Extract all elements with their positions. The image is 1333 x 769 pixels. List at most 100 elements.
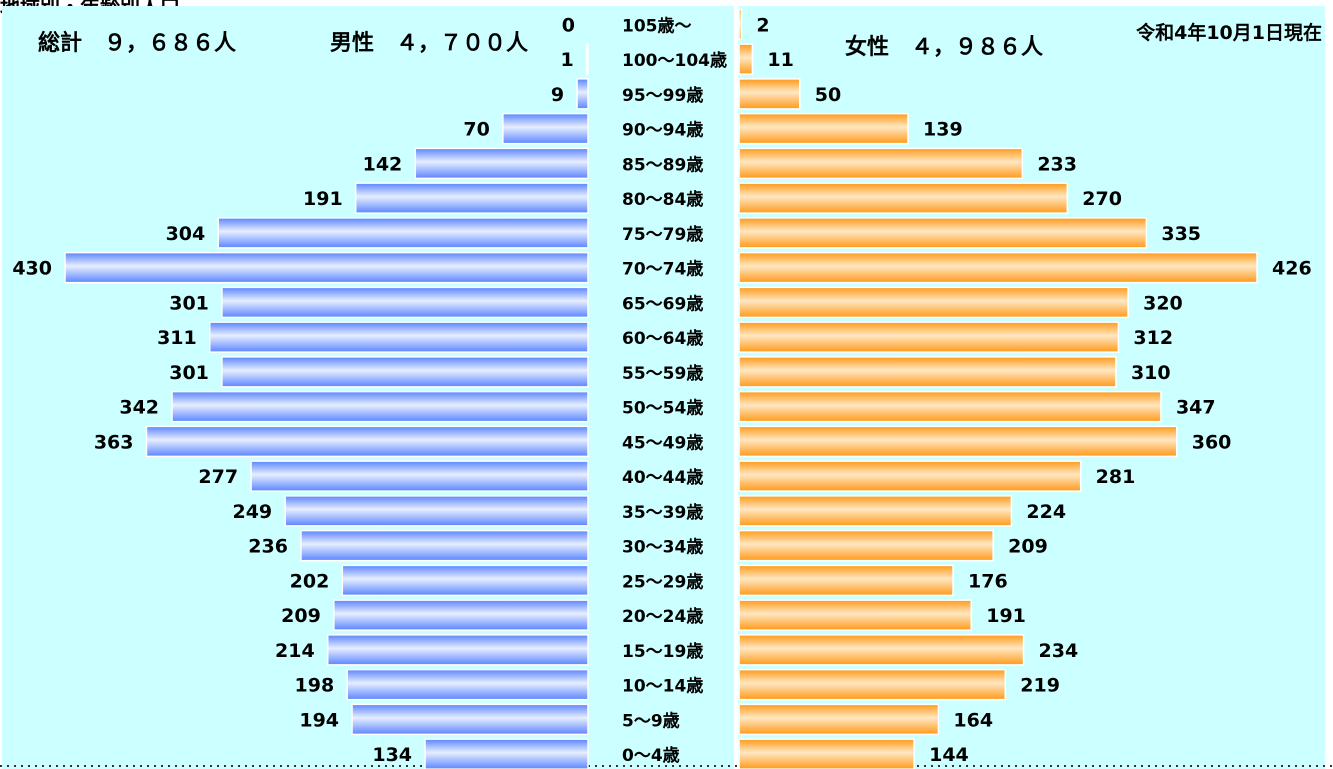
bar-male	[586, 43, 589, 75]
data-label-male: 249	[232, 501, 272, 523]
bar-female	[738, 668, 1007, 701]
bar-male	[171, 390, 589, 423]
data-label-female: 209	[1008, 536, 1048, 558]
age-label: 60～64歳	[622, 328, 703, 349]
data-label-female: 426	[1272, 258, 1312, 280]
data-label-male: 198	[295, 675, 335, 697]
bar-female	[738, 321, 1120, 353]
bar-female	[738, 564, 954, 597]
age-label: 0～4歳	[622, 745, 680, 766]
bar-female	[738, 43, 754, 75]
bar-female	[738, 217, 1148, 249]
bar-male	[351, 703, 589, 736]
age-label: 45～49歳	[622, 432, 703, 453]
bar-female	[738, 112, 909, 145]
bar-female	[738, 425, 1178, 458]
data-label-female: 270	[1082, 188, 1122, 210]
data-label-male: 142	[363, 153, 403, 175]
bar-male	[284, 495, 589, 527]
data-label-female: 310	[1131, 362, 1171, 384]
data-label-male: 1	[561, 49, 574, 71]
age-label: 70～74歳	[622, 259, 703, 280]
age-label: 85～89歳	[622, 154, 703, 175]
date-label: 令和4年10月1日現在	[1136, 21, 1322, 44]
bar-female	[738, 703, 940, 736]
bar-male	[300, 529, 589, 562]
male-total-label: 男性 ４，７００人	[330, 31, 528, 56]
bar-male	[414, 147, 589, 180]
data-label-female: 312	[1133, 327, 1173, 349]
bar-female	[738, 78, 801, 110]
data-label-female: 50	[815, 84, 841, 106]
data-label-female: 233	[1037, 153, 1077, 175]
age-label: 90～94歳	[622, 120, 703, 141]
age-label: 35～39歳	[622, 502, 703, 523]
data-label-female: 360	[1192, 431, 1232, 453]
age-label: 100～104歳	[622, 50, 727, 71]
data-label-male: 194	[299, 709, 339, 731]
bar-male	[217, 217, 589, 249]
age-label: 25～29歳	[622, 571, 703, 592]
age-label: 10～14歳	[622, 676, 703, 697]
age-label: 80～84歳	[622, 189, 703, 210]
data-label-male: 311	[157, 327, 197, 349]
data-label-female: 281	[1096, 466, 1136, 488]
data-label-male: 342	[119, 397, 159, 419]
bar-male	[502, 112, 589, 145]
bar-male	[333, 599, 589, 631]
data-label-female: 234	[1039, 640, 1079, 662]
bar-male	[208, 321, 589, 353]
bar-female	[738, 356, 1117, 388]
data-label-male: 191	[303, 188, 343, 210]
bar-male	[576, 78, 589, 110]
bar-female	[738, 529, 994, 562]
bar-male	[354, 182, 589, 214]
bar-female	[738, 495, 1013, 527]
bar-male	[145, 425, 589, 458]
data-label-male: 301	[169, 362, 209, 384]
data-label-female: 11	[767, 49, 793, 71]
data-label-female: 219	[1020, 675, 1060, 697]
data-label-male: 202	[290, 570, 330, 592]
age-label: 105歳～	[622, 15, 692, 36]
age-label: 15～19歳	[622, 641, 703, 662]
bar-male	[424, 738, 589, 769]
data-label-male: 214	[275, 640, 315, 662]
data-label-male: 301	[169, 292, 209, 314]
bar-female	[738, 182, 1069, 214]
age-label: 50～54歳	[622, 398, 703, 419]
female-total-label: 女性 ４，９８６人	[845, 34, 1043, 60]
data-label-female: 224	[1026, 501, 1066, 523]
data-label-female: 347	[1176, 397, 1216, 419]
data-label-female: 164	[953, 709, 993, 731]
age-label: 55～59歳	[622, 363, 703, 384]
data-label-female: 2	[756, 14, 769, 36]
data-label-male: 236	[248, 536, 288, 558]
data-label-male: 9	[551, 84, 564, 106]
data-label-male: 277	[198, 466, 238, 488]
bar-female	[738, 251, 1258, 284]
data-label-male: 70	[463, 119, 489, 141]
data-label-male: 209	[281, 605, 321, 627]
bar-female	[738, 286, 1129, 319]
data-label-female: 144	[929, 744, 969, 766]
data-label-female: 320	[1143, 292, 1183, 314]
age-label: 65～69歳	[622, 293, 703, 314]
data-label-female: 139	[923, 119, 963, 141]
age-label: 20～24歳	[622, 606, 703, 627]
bar-male	[221, 286, 589, 319]
age-label: 95～99歳	[622, 85, 703, 106]
total-label: 総計 ９，６８６人	[38, 30, 236, 56]
bar-male	[64, 251, 589, 284]
data-label-male: 430	[12, 258, 52, 280]
bar-female	[738, 390, 1162, 423]
bar-male	[250, 460, 589, 492]
bar-female	[738, 147, 1024, 180]
age-label: 40～44歳	[622, 467, 703, 488]
bar-female	[738, 599, 972, 631]
data-label-female: 191	[986, 605, 1026, 627]
data-label-male: 134	[372, 744, 412, 766]
bar-male	[326, 634, 589, 666]
bar-male	[346, 668, 589, 701]
